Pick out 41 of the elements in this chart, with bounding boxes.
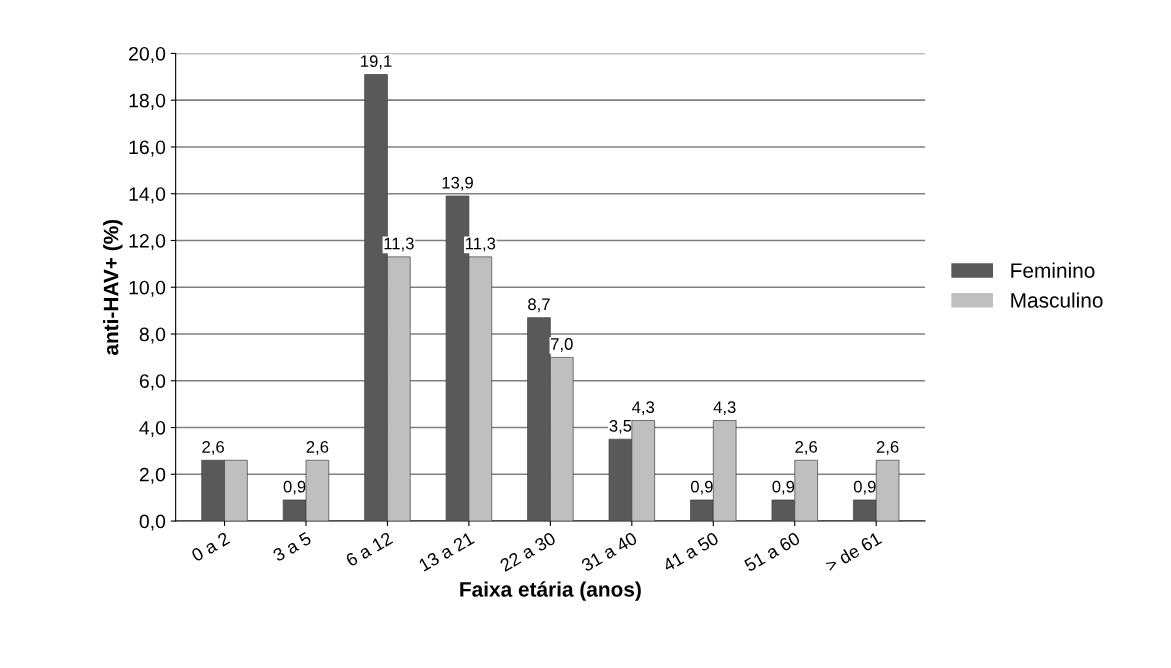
x-tick-label: 41 a 50: [661, 531, 720, 573]
y-tick-label: 10,0: [129, 280, 166, 297]
data-label: 2,6: [306, 440, 329, 455]
data-label: 0,9: [690, 480, 713, 495]
y-tick-label: 14,0: [129, 187, 166, 204]
y-tick-label: 20,0: [129, 46, 166, 63]
legend-label: Masculino: [1011, 292, 1103, 308]
data-label: 0,9: [853, 480, 876, 495]
x-tick-label: 13 a 21: [418, 531, 475, 572]
y-tick-label: 8,0: [139, 327, 166, 344]
data-label: 11,3: [384, 237, 414, 252]
data-label: 7,0: [551, 338, 573, 352]
y-tick-label: 16,0: [129, 140, 166, 157]
data-label: 3,5: [609, 419, 632, 434]
x-tick-label: > de 61: [824, 531, 883, 573]
x-tick-label: 6 a 12: [345, 531, 394, 567]
data-label: 8,7: [528, 298, 550, 313]
x-tick-label: 3 a 5: [272, 531, 312, 562]
x-tick-label: 31 a 40: [580, 531, 638, 573]
y-tick-label: 18,0: [129, 93, 166, 110]
data-label: 13,9: [442, 176, 473, 191]
x-tick-label: 22 a 30: [499, 531, 557, 572]
legend-label: Feminino: [1011, 262, 1095, 278]
x-tick-label: 0 a 2: [190, 531, 231, 562]
data-label: 2,6: [202, 440, 224, 455]
x-tick-label: 51 a 60: [743, 531, 801, 572]
data-label: 11,3: [465, 237, 496, 252]
y-tick-label: 2,0: [139, 467, 166, 484]
data-label: 2,6: [876, 440, 899, 455]
y-tick-label: 0,0: [139, 514, 166, 531]
y-tick-label: 4,0: [139, 420, 166, 438]
x-axis-title: Faixa etária (anos): [460, 581, 641, 601]
data-label: 0,9: [772, 480, 795, 495]
data-label: 0,9: [283, 480, 306, 495]
data-label: 19,1: [361, 55, 392, 69]
data-label: 4,3: [713, 401, 736, 416]
y-axis-title: anti-HAV+ (%): [103, 219, 123, 356]
y-tick-label: 6,0: [139, 374, 166, 391]
data-label: 4,3: [632, 401, 655, 416]
y-tick-label: 12,0: [129, 233, 166, 251]
data-label: 2,6: [795, 440, 818, 455]
